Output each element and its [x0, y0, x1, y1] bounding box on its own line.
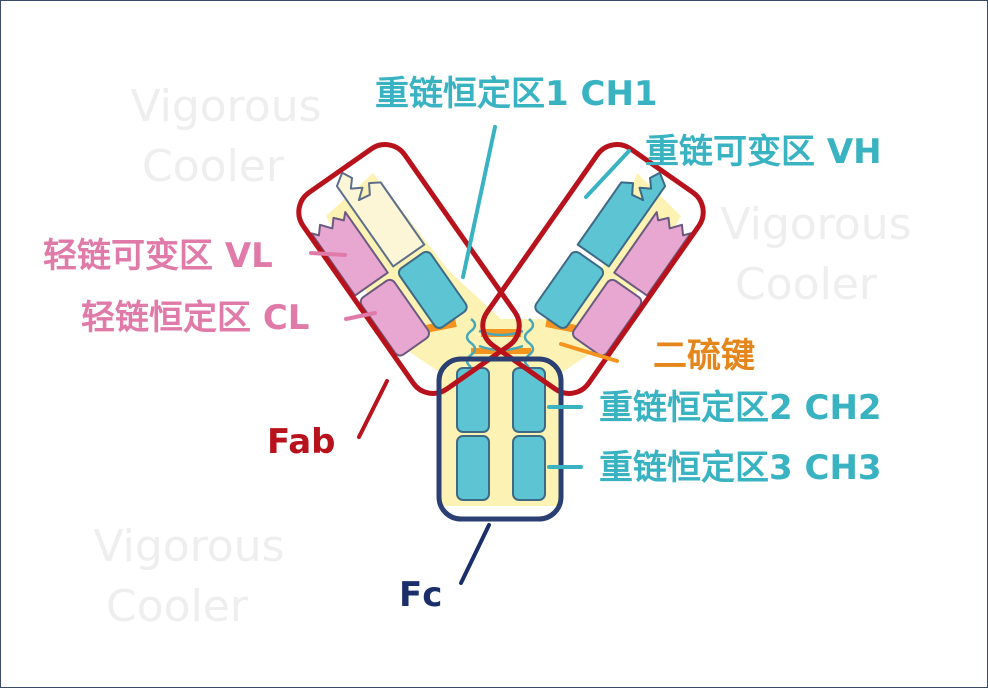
- fab-leader: [357, 379, 389, 439]
- ch1-leader: [461, 125, 497, 279]
- fc-box: [436, 356, 564, 522]
- label-cl: 轻链恒定区 CL: [81, 298, 309, 338]
- vl-leader: [309, 251, 347, 257]
- label-ch2: 重链恒定区2 CH2: [599, 388, 882, 428]
- right-ch3-domain: [512, 435, 546, 501]
- svg-text:Cooler: Cooler: [735, 259, 878, 310]
- svg-text:Vigorous: Vigorous: [720, 199, 911, 250]
- right-arm: [534, 171, 692, 357]
- fab-outlines: [296, 142, 706, 396]
- left-ch3-domain: [456, 435, 490, 501]
- right-heavy-chain: [534, 171, 667, 329]
- watermark-3: Vigorous Cooler: [93, 521, 284, 632]
- left-light-chain: [310, 211, 430, 357]
- left-fab-box: [296, 142, 522, 396]
- left-vh-domain: [335, 171, 426, 268]
- left-vl-domain: [310, 211, 389, 297]
- fc-leader: [459, 523, 491, 585]
- right-vl-domain: [613, 211, 692, 297]
- left-ch1-domain: [397, 250, 468, 329]
- cl-leader: [344, 311, 377, 321]
- right-fab-box: [480, 142, 706, 396]
- right-ch1-domain: [534, 250, 605, 329]
- label-fc: Fc: [399, 575, 442, 615]
- vh-leader: [584, 149, 631, 199]
- svg-text:Vigorous: Vigorous: [93, 521, 284, 572]
- svg-text:Cooler: Cooler: [106, 581, 249, 632]
- right-vh-domain: [576, 171, 667, 268]
- left-arm: [310, 171, 468, 357]
- label-disulfide: 二硫键: [653, 336, 755, 376]
- left-heavy-chain: [335, 171, 468, 329]
- label-vl: 轻链可变区 VL: [43, 236, 273, 276]
- svg-text:Cooler: Cooler: [142, 141, 285, 192]
- label-vh: 重链可变区 VH: [645, 132, 882, 172]
- watermark-2: Vigorous Cooler: [720, 199, 911, 310]
- disulfide-leader: [559, 342, 619, 363]
- svg-text:Vigorous: Vigorous: [130, 81, 321, 132]
- right-light-chain: [572, 211, 692, 357]
- antibody-background: [326, 173, 681, 506]
- leader-lines: [309, 125, 631, 585]
- fc-domains: [456, 367, 546, 501]
- label-ch3: 重链恒定区3 CH3: [599, 448, 882, 488]
- label-ch1: 重链恒定区1 CH1: [375, 74, 658, 114]
- watermark-1: Vigorous Cooler: [130, 81, 321, 192]
- label-fab: Fab: [267, 422, 336, 462]
